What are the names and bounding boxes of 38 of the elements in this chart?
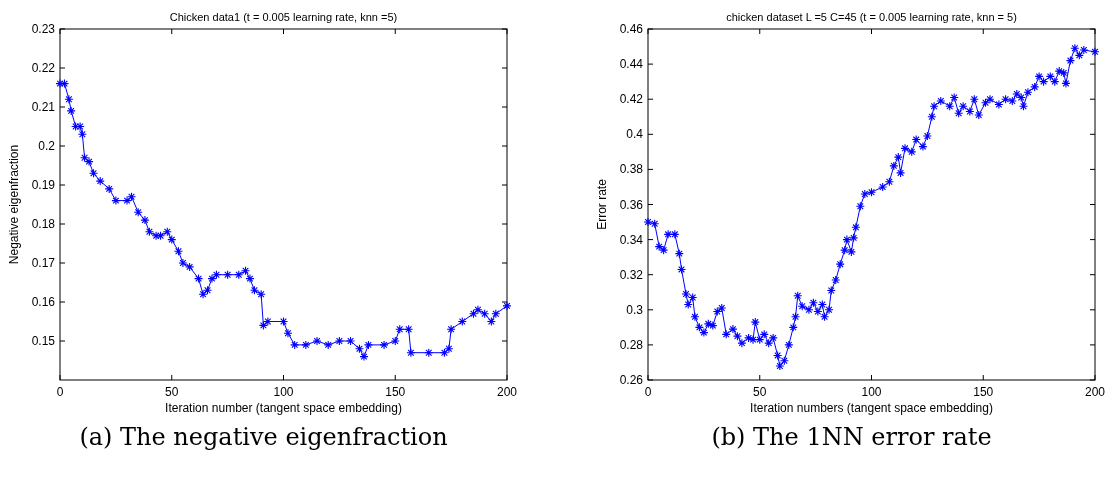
x-axis-title: Iteration number (tangent space embedding): [165, 401, 402, 415]
y-tick-label: 0.32: [619, 267, 644, 282]
y-tick-label: 0.42: [619, 92, 644, 107]
y-tick-label: 0.4: [626, 127, 644, 142]
text: (b) The 1NN error rate: [711, 423, 992, 451]
y-axis-title: Negative eigenfraction: [7, 144, 21, 265]
x-tick-label: 200: [1084, 385, 1106, 399]
x-tick-label: 150: [385, 385, 406, 399]
x-tick-label: 100: [861, 385, 882, 399]
y-tick-label: 0.23: [31, 22, 56, 36]
y-tick-label: 0.18: [31, 217, 56, 231]
y-tick-label: 0.36: [619, 197, 644, 212]
y-tick-label: 0.16: [31, 295, 56, 309]
y-tick-label: 0.3: [626, 302, 644, 317]
x-tick-label: 50: [165, 385, 179, 399]
y-tick-label: 0.21: [31, 100, 56, 114]
y-tick-label: 0.19: [31, 178, 56, 192]
x-axis-title: Iteration numbers (tangent space embedding): [750, 401, 993, 415]
y-axis-title: Error rate: [595, 178, 609, 230]
y-tick-label: 0.38: [619, 162, 644, 177]
x-tick-label: 150: [973, 385, 994, 399]
y-tick-label: 0.28: [619, 337, 644, 352]
x-tick-label: 50: [753, 385, 767, 399]
y-tick-label: 0.44: [619, 57, 644, 72]
text: (a) The negative eigenfraction: [79, 423, 448, 451]
y-tick-label: 0.34: [619, 232, 644, 247]
x-tick-label: 0: [644, 385, 652, 399]
chart-title: Chicken data1 (t = 0.005 learning rate, knn =5): [169, 11, 398, 23]
y-tick-label: 0.2: [38, 139, 56, 153]
x-tick-label: 200: [496, 385, 518, 399]
y-tick-label: 0.26: [619, 373, 644, 387]
x-tick-label: 100: [273, 385, 294, 399]
y-tick-label: 0.17: [31, 256, 56, 270]
x-tick-label: 0: [56, 385, 64, 399]
chart-title: chicken dataset L =5 C=45 (t = 0.005 learning rate, knn = 5): [726, 11, 1017, 23]
y-tick-label: 0.46: [619, 22, 644, 36]
y-tick-label: 0.22: [31, 61, 56, 75]
y-tick-label: 0.15: [31, 334, 56, 348]
